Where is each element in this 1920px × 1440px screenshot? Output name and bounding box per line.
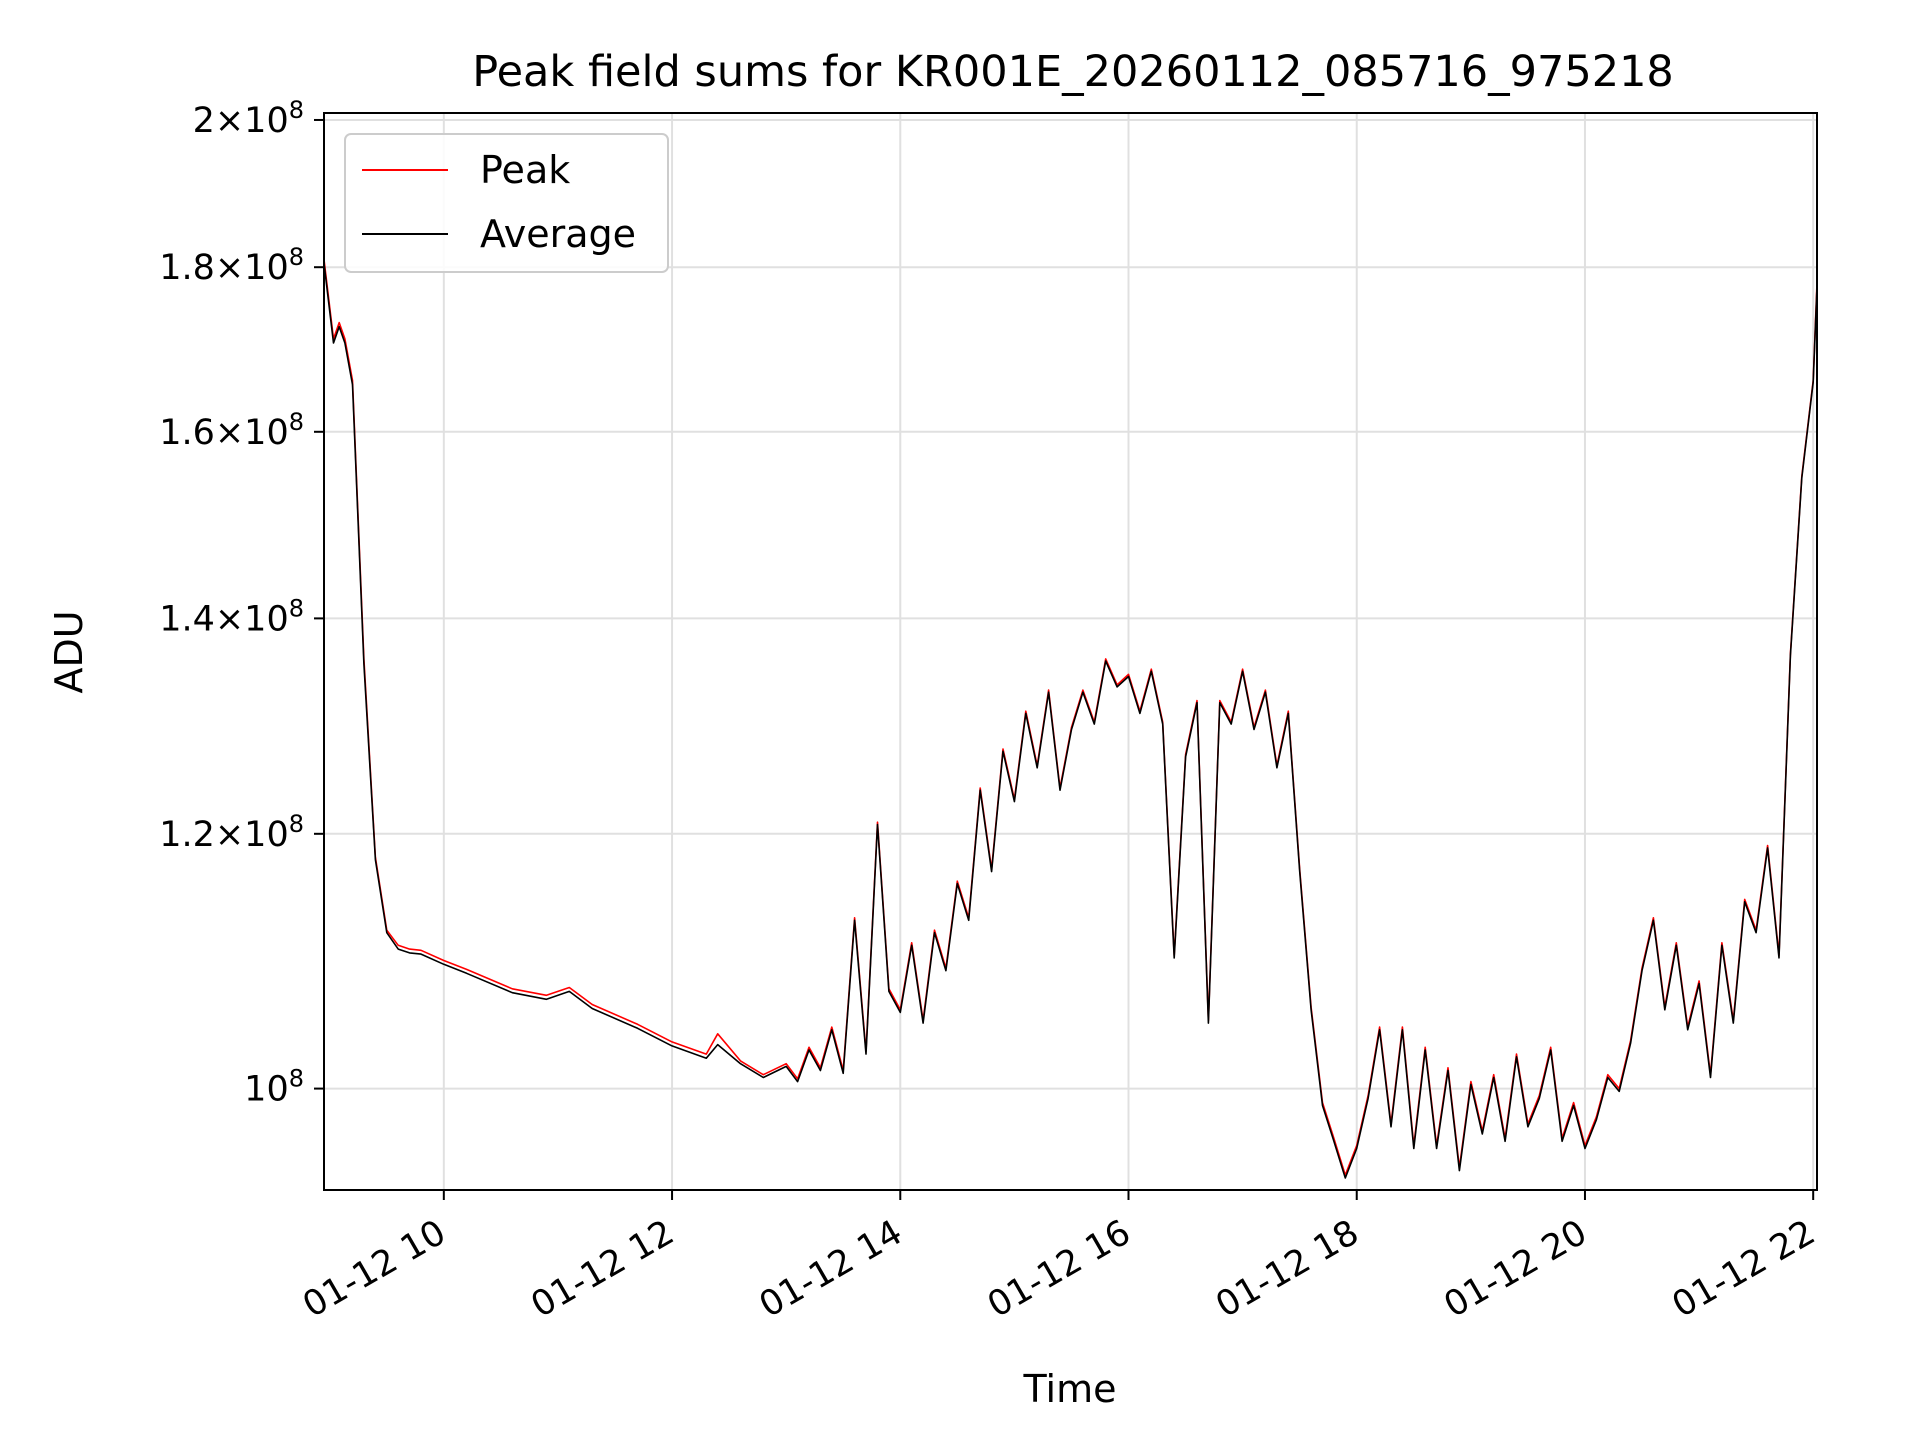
y-tick-label: 1.4×108 xyxy=(159,594,304,639)
y-tick-label: 1.8×108 xyxy=(159,243,304,288)
plot-lines xyxy=(323,259,1818,1179)
y-tick-label: 2×108 xyxy=(193,96,304,141)
x-axis-label: Time xyxy=(1023,1367,1117,1411)
legend-box xyxy=(344,133,669,273)
legend-label-average: Average xyxy=(480,212,636,256)
legend-label-peak: Peak xyxy=(480,148,570,192)
series-line-average xyxy=(323,263,1818,1179)
legend: Peak Average xyxy=(344,133,669,273)
y-axis-label: ADU xyxy=(47,610,91,693)
y-tick-label: 108 xyxy=(244,1065,304,1110)
y-tick-label: 1.6×108 xyxy=(159,408,304,453)
y-axis: 108 1.2×108 1.4×108 1.6×108 1.8×108 2×108 xyxy=(159,96,324,1110)
chart-title: Peak field sums for KR001E_20260112_0857… xyxy=(472,47,1674,97)
y-tick-label: 1.2×108 xyxy=(159,810,304,855)
plot-frame xyxy=(323,112,1818,1191)
